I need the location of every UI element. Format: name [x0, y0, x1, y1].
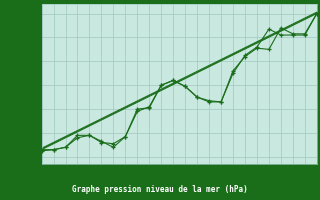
Text: Graphe pression niveau de la mer (hPa): Graphe pression niveau de la mer (hPa) — [72, 186, 248, 194]
